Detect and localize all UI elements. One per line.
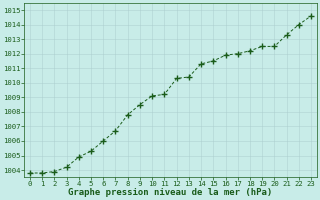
X-axis label: Graphe pression niveau de la mer (hPa): Graphe pression niveau de la mer (hPa) [68, 188, 273, 197]
